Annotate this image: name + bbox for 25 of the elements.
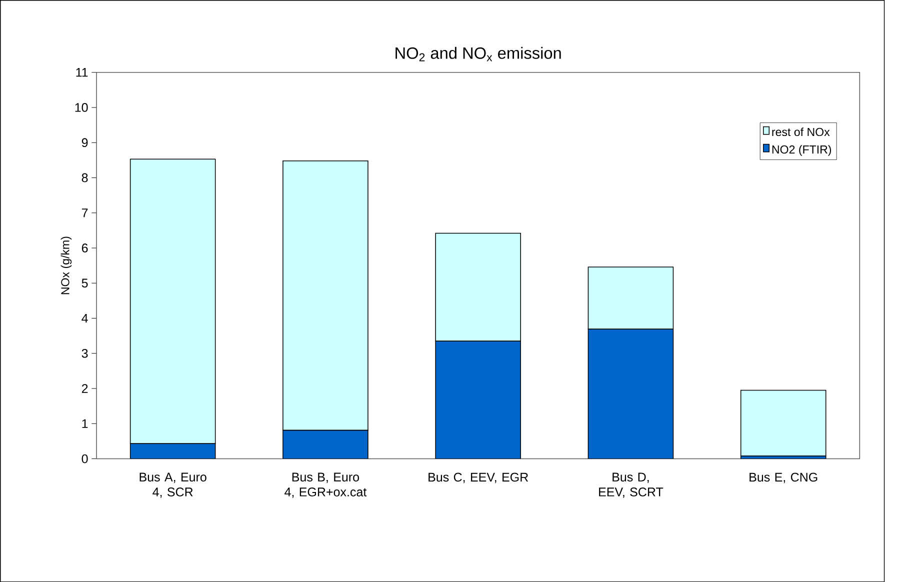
x-tick-label: Bus D, EEV, SCRT [599,472,664,498]
legend-label: rest of NOx [772,127,830,136]
x-tick-label: Bus A, Euro 4, SCR [140,472,206,498]
y-tick-label: 7 [82,208,88,218]
y-tick-label: 5 [82,278,88,288]
y-axis-title: NOx (g/km) [60,236,72,294]
y-tick-label: 8 [82,173,88,182]
y-tick-label: 11 [76,68,88,76]
y-tick-label: 1 [82,419,88,428]
x-tick-label: Bus C, EEV, EGR [428,472,528,483]
y-tick-label: 4 [82,314,88,322]
y-tick-label: 2 [82,384,88,393]
x-tick-label: Bus E, CNG [750,472,818,483]
y-tick-label: 3 [82,348,88,358]
y-tick-label: 10 [75,102,88,112]
chart-title: NO$_{2}$ and NO$_{x}$ emission [396,46,561,62]
bar [282,430,368,459]
y-tick-label: 6 [82,243,88,252]
bar [130,443,216,459]
y-tick-label: 0 [82,454,88,464]
y-tick-label: 9 [82,138,88,147]
legend-label: NO2 (FTIR) [772,144,832,156]
x-tick-label: Bus B, Euro 4, EGR+ox.cat [284,472,367,498]
bar [435,340,521,459]
bar [588,328,674,459]
